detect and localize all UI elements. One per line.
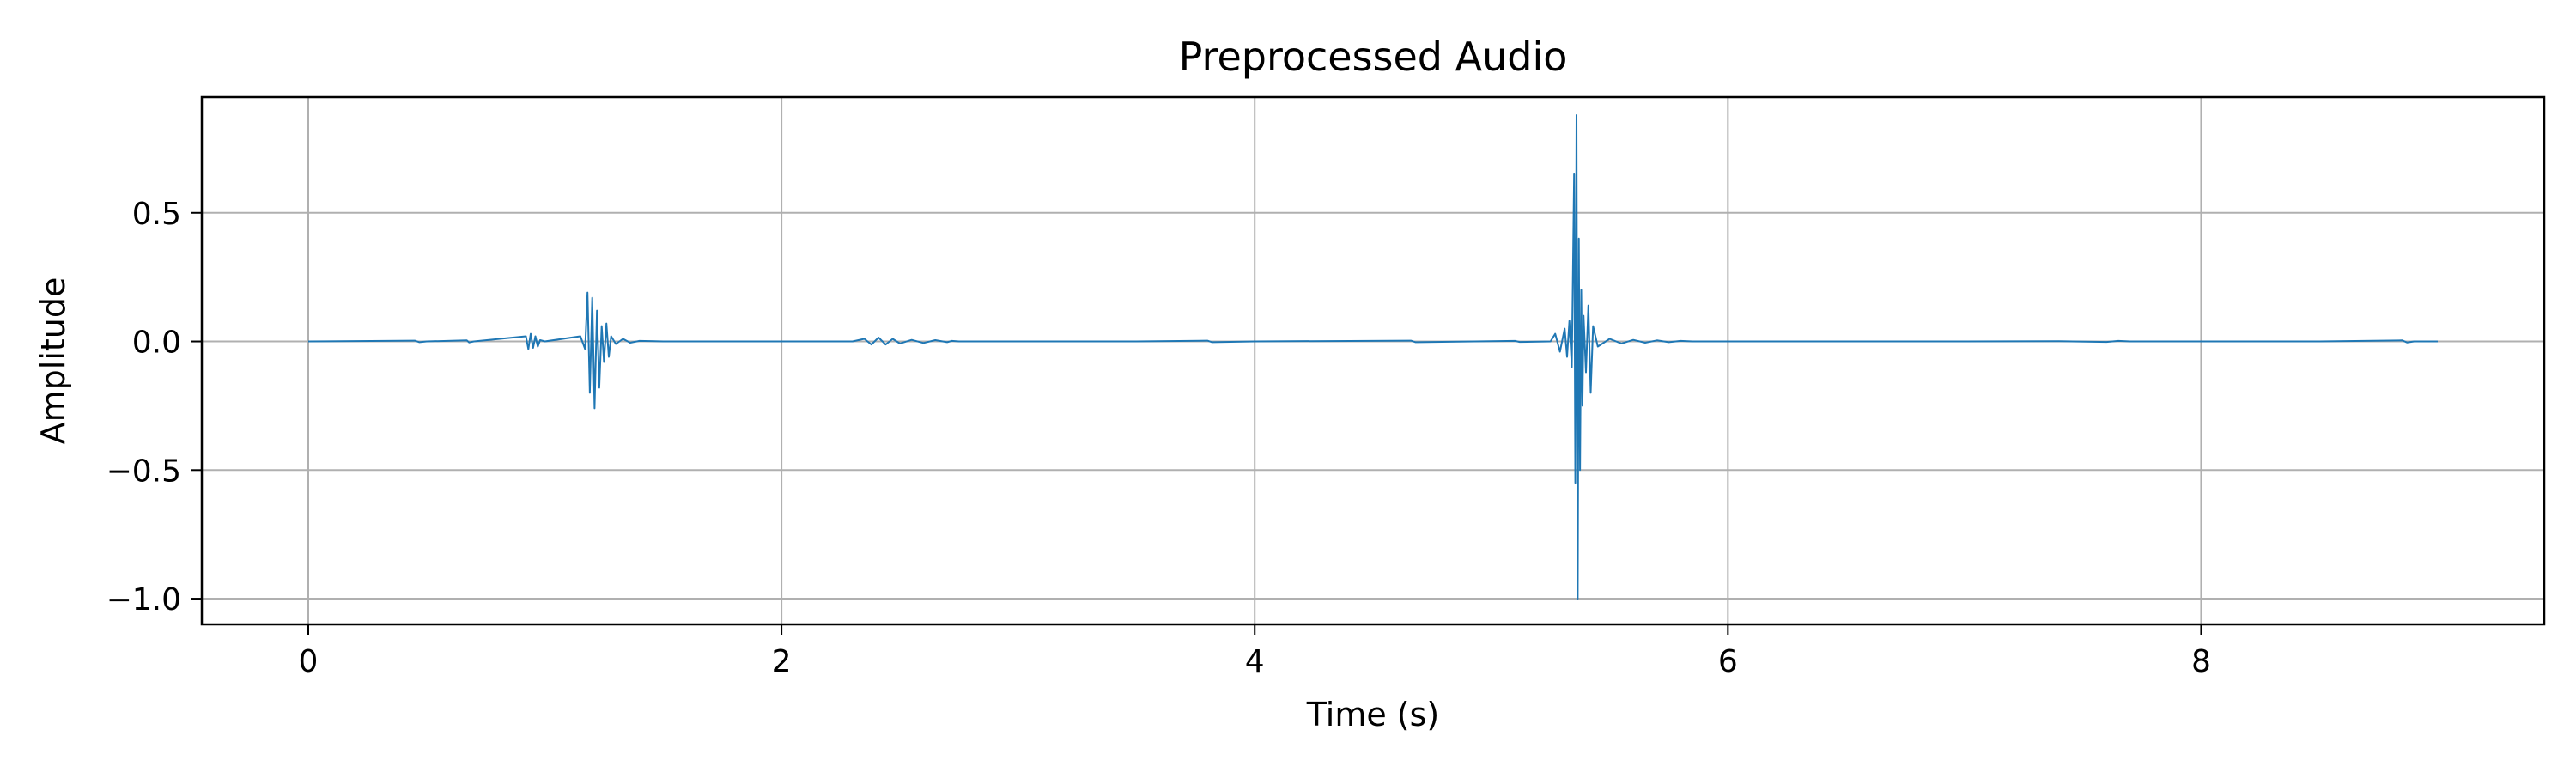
x-tick-label: 0 <box>299 644 319 679</box>
x-tick-label: 8 <box>2191 644 2211 679</box>
chart-title: Preprocessed Audio <box>1179 33 1568 80</box>
x-tick-label: 6 <box>1718 644 1738 679</box>
y-tick-label: 0.0 <box>132 326 181 361</box>
y-tick-label: −0.5 <box>106 453 181 489</box>
waveform-line <box>307 114 2438 600</box>
plot-frame <box>200 95 2546 626</box>
x-axis-ticks: 0 2 4 6 8 <box>299 624 2211 679</box>
plot-area <box>307 114 2438 600</box>
y-tick-label: 0.5 <box>132 197 181 232</box>
grid-lines <box>202 97 2544 624</box>
y-tick-label: −1.0 <box>106 582 181 618</box>
x-axis-label: Time (s) <box>1306 696 1440 733</box>
y-axis-label: Amplitude <box>34 277 72 445</box>
x-tick-label: 2 <box>772 644 792 679</box>
x-tick-label: 4 <box>1245 644 1265 679</box>
y-axis-ticks: 0.5 0.0 −0.5 −1.0 <box>106 197 202 618</box>
